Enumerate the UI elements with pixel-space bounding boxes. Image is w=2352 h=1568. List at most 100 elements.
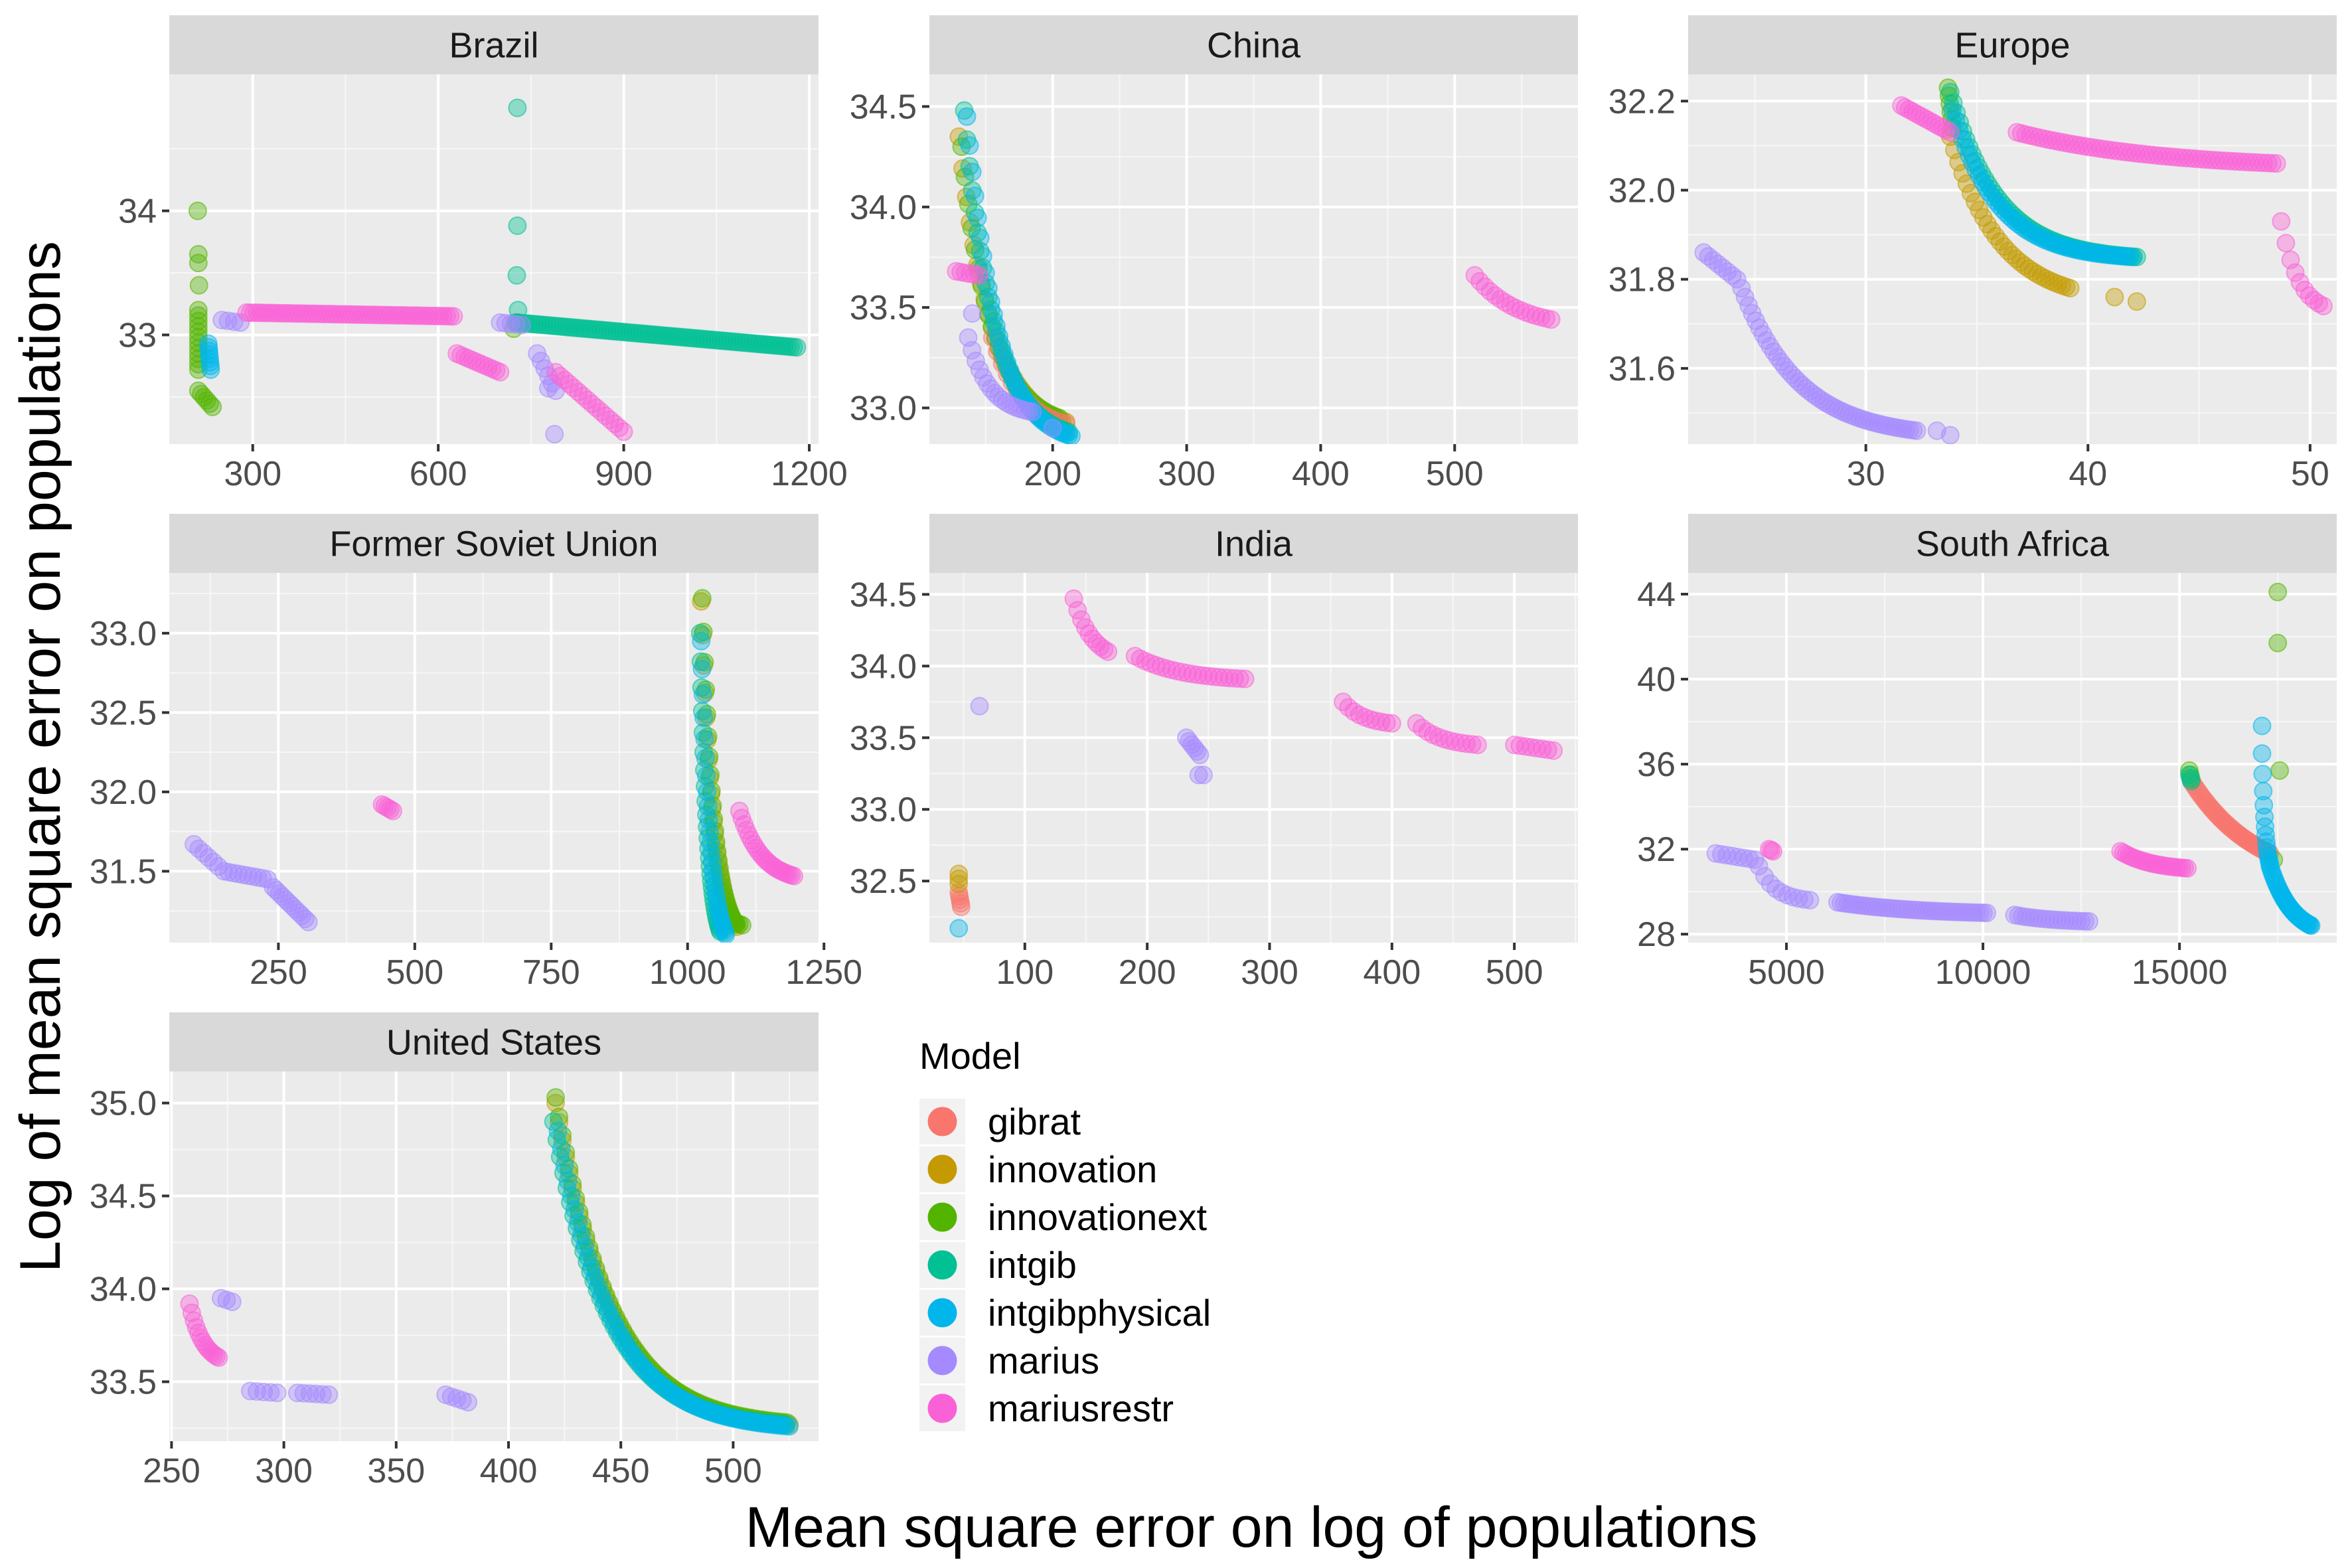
x-tick-label: 250 <box>143 1452 200 1490</box>
data-point <box>2270 761 2290 780</box>
y-tick-label: 32.5 <box>90 694 157 732</box>
data-point <box>538 378 558 398</box>
data-point <box>780 1417 799 1436</box>
facet-title: China <box>1207 26 1301 66</box>
data-point <box>1377 713 1396 732</box>
legend-swatch <box>927 1250 957 1280</box>
data-point <box>319 1385 339 1405</box>
data-point <box>1462 735 1482 754</box>
data-point <box>949 869 969 888</box>
y-tick-label: 33.0 <box>90 615 157 653</box>
facet-strip <box>1688 15 2337 74</box>
series-intgibphysical <box>198 334 220 379</box>
data-point <box>209 1348 228 1368</box>
data-point <box>1230 669 1249 688</box>
data-point <box>1382 714 1401 733</box>
data-point <box>2268 633 2288 653</box>
series-mariusrestr <box>947 262 1561 329</box>
data-point <box>612 1327 631 1346</box>
data-point <box>998 353 1017 372</box>
y-tick-label: 34.5 <box>850 88 917 126</box>
panel-europe: Europe 30 40 50 31.6 31.8 32.0 32.2 <box>1608 15 2337 493</box>
facet-strip <box>929 15 1578 74</box>
legend-entry-innovationext: innovationext <box>919 1194 1207 1240</box>
legend-entry-marius: marius <box>919 1338 1099 1383</box>
data-point <box>546 1088 566 1107</box>
y-tick-label: 33.5 <box>90 1363 157 1401</box>
y-tick-label: 33 <box>118 317 157 355</box>
x-tick-label: 400 <box>1363 953 1421 992</box>
data-point <box>696 766 716 785</box>
data-point <box>299 912 318 931</box>
data-point <box>558 1171 578 1190</box>
data-point <box>979 278 998 297</box>
data-point <box>1219 668 1239 688</box>
data-point <box>639 1364 658 1383</box>
data-point <box>692 702 712 721</box>
x-tick-label: 900 <box>595 455 653 493</box>
data-point <box>2267 154 2286 173</box>
data-point <box>1496 293 1515 312</box>
data-point <box>2255 807 2274 826</box>
legend-title: Model <box>919 1035 1021 1077</box>
y-axis-title: Log of mean square error on populations <box>9 241 72 1273</box>
y-tick-label: 31.5 <box>90 852 157 891</box>
y-tick-label: 33.0 <box>850 390 917 428</box>
data-point <box>2079 911 2098 931</box>
data-point <box>1541 310 1561 329</box>
data-point <box>247 1382 266 1401</box>
data-point <box>188 201 207 220</box>
data-point <box>949 919 969 938</box>
x-tick-label: 1000 <box>649 953 726 992</box>
data-point <box>1468 736 1487 755</box>
x-tick-label: 300 <box>1158 455 1215 493</box>
data-point <box>1544 741 1563 760</box>
data-point <box>313 1385 332 1404</box>
data-point <box>1764 342 1783 361</box>
data-point <box>189 306 208 325</box>
data-point <box>1978 903 1997 923</box>
data-point <box>1344 702 1364 722</box>
facet-title: South Africa <box>1916 524 2110 564</box>
data-point <box>704 861 723 880</box>
points-layer <box>949 589 1563 938</box>
data-point <box>224 312 244 331</box>
series-marius <box>959 304 1062 437</box>
series-marius <box>970 696 1213 785</box>
data-point <box>189 311 208 331</box>
series-intgibphysical <box>692 631 736 943</box>
x-tick-label: 100 <box>996 953 1054 992</box>
data-point <box>1993 200 2012 219</box>
x-tick-label: 50 <box>2291 455 2329 493</box>
data-point <box>189 322 208 341</box>
data-point <box>787 338 807 357</box>
legend-entry-intgib: intgib <box>919 1242 1077 1288</box>
data-point <box>545 425 564 444</box>
data-point <box>491 362 510 382</box>
data-point <box>692 631 711 651</box>
data-point <box>963 162 982 181</box>
data-point <box>693 723 712 742</box>
data-point <box>694 708 714 728</box>
data-point <box>2123 248 2142 267</box>
data-point <box>1194 765 1213 785</box>
legend-swatch <box>927 1107 957 1137</box>
data-point <box>984 305 1003 324</box>
series-marius <box>1706 844 2098 931</box>
series-innovation <box>949 864 969 894</box>
data-point <box>231 313 250 332</box>
facet-strip <box>169 514 819 573</box>
data-point <box>1235 669 1255 688</box>
data-point <box>1907 421 1926 440</box>
data-point <box>582 1258 601 1277</box>
data-point <box>508 216 527 236</box>
data-point <box>619 1338 638 1357</box>
data-point <box>1940 123 1960 142</box>
data-point <box>1740 849 1759 868</box>
data-point <box>572 1225 591 1245</box>
x-tick-label: 1250 <box>785 953 862 992</box>
data-point <box>1064 589 1083 608</box>
data-point <box>960 136 979 155</box>
data-point <box>2302 916 2321 935</box>
